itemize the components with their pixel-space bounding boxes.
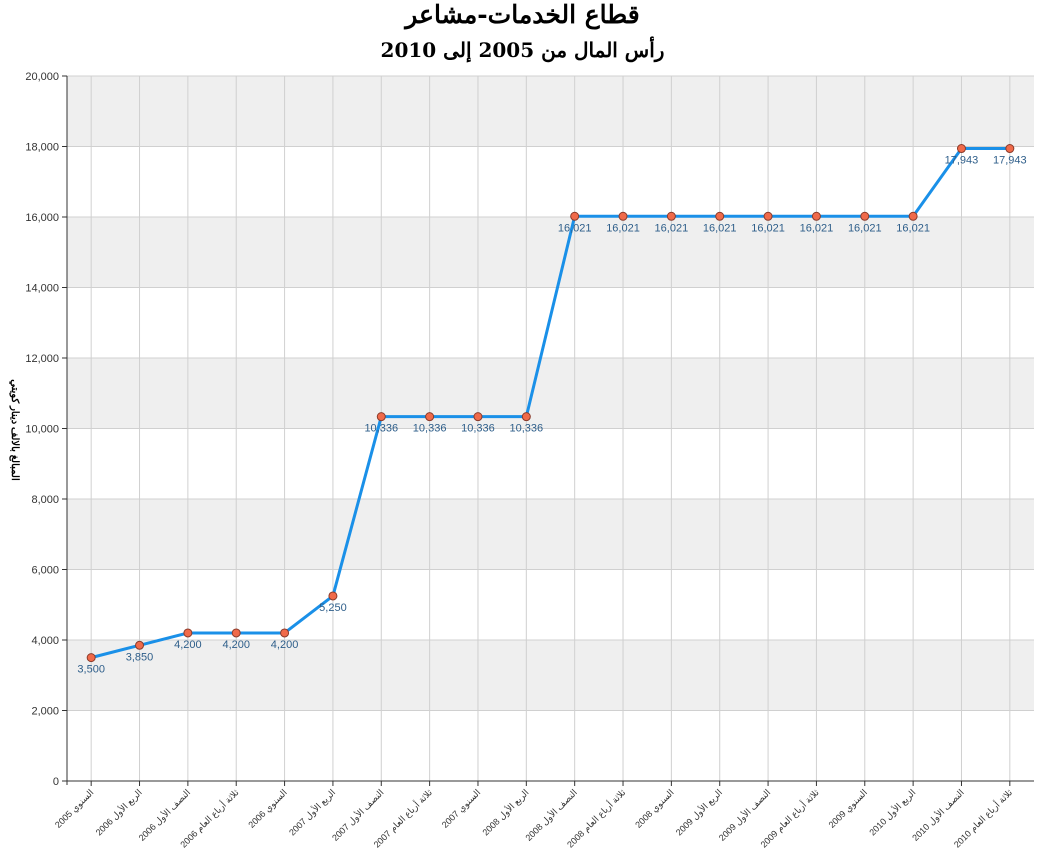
plot-band <box>67 640 1034 711</box>
y-tick-label: 4,000 <box>31 635 59 647</box>
series-line <box>90 147 1010 660</box>
data-label: 16,021 <box>848 222 882 234</box>
data-point <box>135 640 145 650</box>
data-label: 16,021 <box>751 222 785 234</box>
chart-title: قطاع الخدمات-مشاعر <box>405 0 640 29</box>
y-axis-label: المبالغ بالالف دينار كويتي <box>9 379 20 481</box>
data-label: 17,943 <box>945 155 979 167</box>
data-label: 16,021 <box>558 222 592 234</box>
data-label: 5,250 <box>319 602 347 614</box>
plot-band <box>67 76 1034 147</box>
axes <box>63 76 1034 785</box>
data-point <box>956 144 966 154</box>
y-tick-label: 16,000 <box>25 212 59 224</box>
y-tick-label: 0 <box>53 776 59 788</box>
data-point <box>280 628 290 638</box>
data-label: 16,021 <box>800 222 834 234</box>
y-tick-label: 14,000 <box>25 283 59 295</box>
data-label: 10,336 <box>461 423 495 435</box>
data-label: 17,943 <box>993 155 1027 167</box>
x-tick-label: الربع الأول 2010 <box>867 787 919 839</box>
data-label: 16,021 <box>655 222 689 234</box>
x-tick-label: الربع الأول 2006 <box>93 787 145 839</box>
data-label: 10,336 <box>509 423 543 435</box>
y-tick-label: 12,000 <box>25 353 59 365</box>
chart-subtitle: رأس المال من 2005 إلى 2010 <box>380 38 665 62</box>
data-label: 3,500 <box>77 664 105 676</box>
x-tick-label: السنوي 2006 <box>246 787 289 830</box>
x-tick-label: الربع الأول 2009 <box>673 787 725 839</box>
data-point <box>1005 144 1015 154</box>
data-point <box>763 211 773 221</box>
data-point <box>570 211 580 221</box>
data-point <box>618 211 628 221</box>
x-tick-label: السنوي 2007 <box>440 787 483 830</box>
x-tick-label: السنوي 2008 <box>633 787 676 830</box>
data-point <box>86 653 96 663</box>
data-point <box>376 412 386 422</box>
data-label: 10,336 <box>413 423 447 435</box>
data-points <box>86 144 1015 663</box>
data-point <box>231 628 241 638</box>
data-point <box>811 211 821 221</box>
data-point <box>328 591 338 601</box>
data-point <box>908 211 918 221</box>
data-point <box>425 412 435 422</box>
y-tick-label: 8,000 <box>31 494 59 506</box>
y-tick-label: 20,000 <box>25 71 59 83</box>
plot-band <box>67 217 1034 288</box>
data-label: 16,021 <box>896 222 930 234</box>
data-point <box>715 211 725 221</box>
y-axis-ticks: 0 2,000 4,000 6,000 8,000 10,000 12,000 14,000 1… <box>25 71 67 788</box>
data-point <box>860 211 870 221</box>
y-tick-label: 6,000 <box>31 565 59 577</box>
gridlines <box>67 75 1034 782</box>
x-tick-label: الربع الأول 2008 <box>480 787 532 839</box>
y-tick-label: 10,000 <box>25 424 59 436</box>
x-tick-label: الربع الأول 2007 <box>286 787 338 839</box>
y-tick-label: 18,000 <box>25 142 59 154</box>
data-label: 4,200 <box>222 639 250 651</box>
data-labels: 3,500 3,850 4,200 4,200 4,200 5,250 10,336 10,3… <box>77 155 1026 676</box>
data-label: 4,200 <box>174 639 202 651</box>
plot-band <box>67 358 1034 429</box>
data-label: 3,850 <box>126 651 154 663</box>
plot-bands <box>67 76 1034 711</box>
data-label: 4,200 <box>271 639 299 651</box>
data-point <box>473 412 483 422</box>
data-label: 10,336 <box>364 423 398 435</box>
plot-band <box>67 499 1034 570</box>
data-label: 16,021 <box>606 222 640 234</box>
data-point <box>183 628 193 638</box>
data-label: 16,021 <box>703 222 737 234</box>
data-point <box>521 412 531 422</box>
data-point <box>666 211 676 221</box>
y-tick-label: 2,000 <box>31 706 59 718</box>
x-tick-label: السنوي 2009 <box>827 787 870 830</box>
series-line-group <box>90 147 1010 660</box>
x-tick-label: السنوي 2005 <box>53 787 96 830</box>
